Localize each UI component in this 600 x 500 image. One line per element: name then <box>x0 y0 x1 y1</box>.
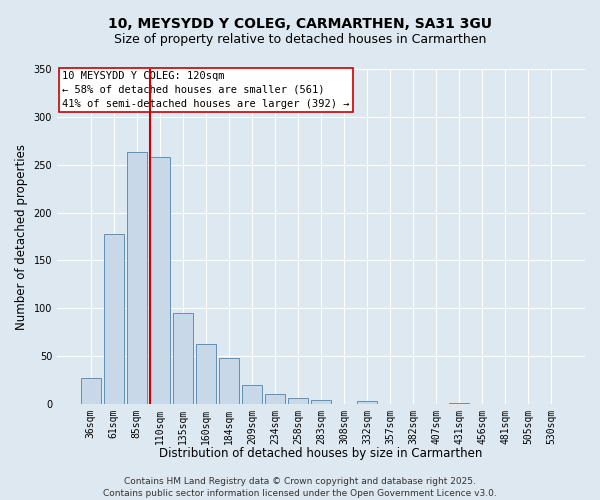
Text: 10, MEYSYDD Y COLEG, CARMARTHEN, SA31 3GU: 10, MEYSYDD Y COLEG, CARMARTHEN, SA31 3G… <box>108 18 492 32</box>
Bar <box>127 152 146 404</box>
Bar <box>288 398 308 404</box>
Bar <box>265 394 285 404</box>
Bar <box>242 385 262 404</box>
Bar <box>104 234 124 404</box>
Bar <box>196 344 216 404</box>
X-axis label: Distribution of detached houses by size in Carmarthen: Distribution of detached houses by size … <box>160 447 483 460</box>
Bar <box>449 403 469 404</box>
Bar <box>311 400 331 404</box>
Bar <box>173 313 193 404</box>
Bar <box>150 157 170 404</box>
Bar <box>219 358 239 404</box>
Text: Contains HM Land Registry data © Crown copyright and database right 2025.
Contai: Contains HM Land Registry data © Crown c… <box>103 476 497 498</box>
Bar <box>81 378 101 404</box>
Bar <box>357 401 377 404</box>
Y-axis label: Number of detached properties: Number of detached properties <box>15 144 28 330</box>
Text: 10 MEYSYDD Y COLEG: 120sqm
← 58% of detached houses are smaller (561)
41% of sem: 10 MEYSYDD Y COLEG: 120sqm ← 58% of deta… <box>62 70 350 108</box>
Text: Size of property relative to detached houses in Carmarthen: Size of property relative to detached ho… <box>114 32 486 46</box>
